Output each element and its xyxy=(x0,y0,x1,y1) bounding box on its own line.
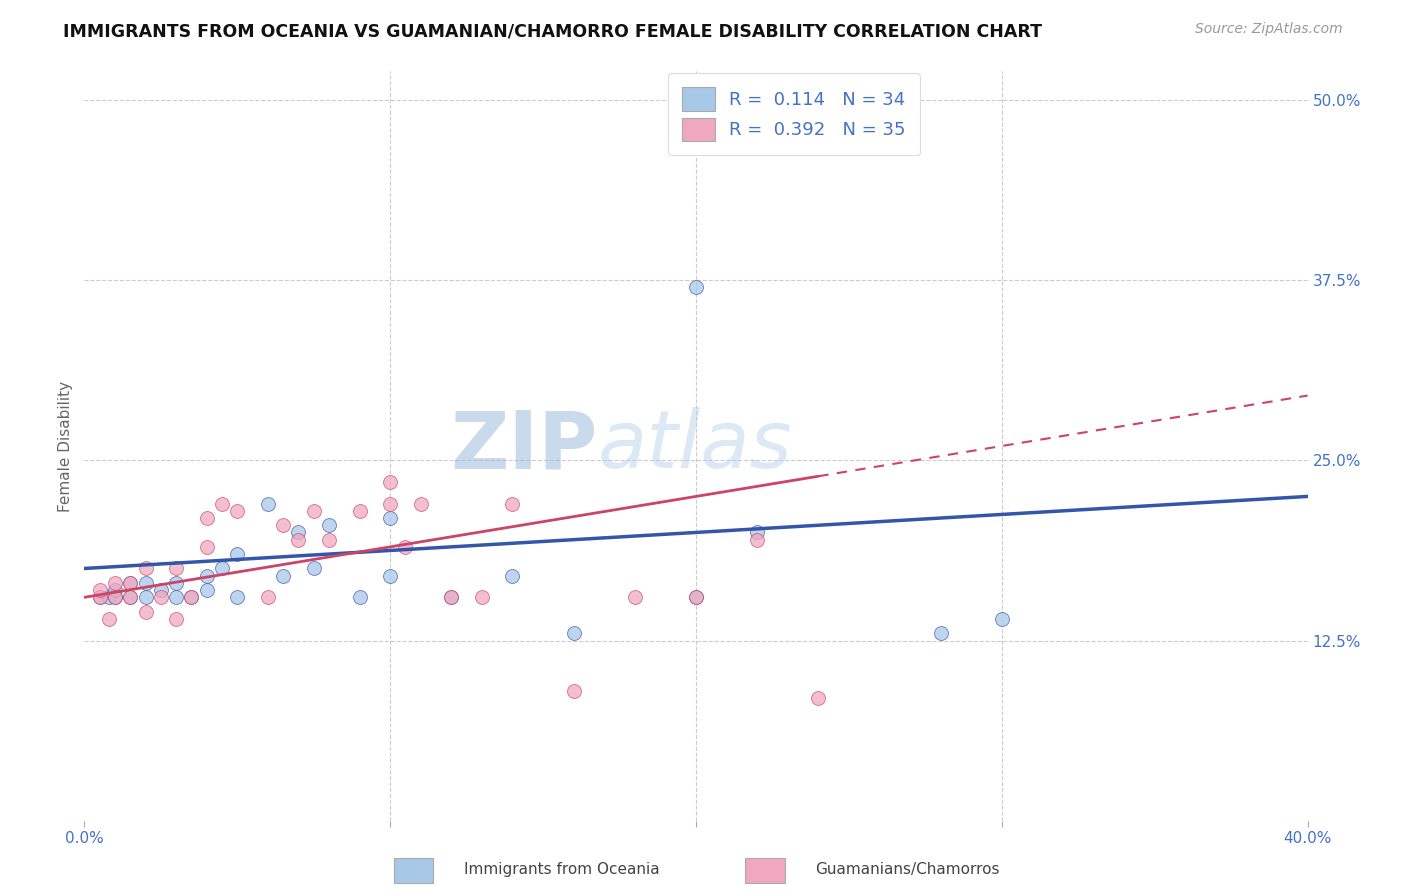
Text: IMMIGRANTS FROM OCEANIA VS GUAMANIAN/CHAMORRO FEMALE DISABILITY CORRELATION CHAR: IMMIGRANTS FROM OCEANIA VS GUAMANIAN/CHA… xyxy=(63,22,1042,40)
Point xyxy=(97,612,120,626)
Point xyxy=(89,591,111,605)
Point xyxy=(257,591,280,605)
Point xyxy=(165,591,187,605)
Point xyxy=(287,533,309,547)
Point xyxy=(226,547,249,561)
Point xyxy=(991,612,1014,626)
Text: Source: ZipAtlas.com: Source: ZipAtlas.com xyxy=(1195,22,1343,37)
Point xyxy=(211,561,233,575)
Point xyxy=(380,511,402,525)
Point xyxy=(120,591,142,605)
Point xyxy=(195,511,218,525)
Point xyxy=(349,504,371,518)
Point xyxy=(747,533,769,547)
Point xyxy=(257,497,280,511)
Point xyxy=(135,605,157,619)
Text: Immigrants from Oceania: Immigrants from Oceania xyxy=(464,863,659,877)
Point xyxy=(149,583,172,598)
Point xyxy=(135,561,157,575)
Text: Guamanians/Chamorros: Guamanians/Chamorros xyxy=(815,863,1000,877)
Point xyxy=(89,591,111,605)
Point xyxy=(120,575,142,590)
Point xyxy=(562,684,585,698)
Point xyxy=(471,591,494,605)
Point xyxy=(226,591,249,605)
Point xyxy=(440,591,463,605)
Point xyxy=(135,591,157,605)
Point xyxy=(149,591,172,605)
Point xyxy=(929,626,952,640)
Point xyxy=(747,525,769,540)
Point xyxy=(97,591,120,605)
Point xyxy=(89,583,111,598)
Point xyxy=(165,575,187,590)
Point xyxy=(380,475,402,489)
Point xyxy=(165,612,187,626)
Point xyxy=(380,568,402,582)
Point xyxy=(349,591,371,605)
Point xyxy=(318,518,340,533)
Point xyxy=(502,497,524,511)
Point xyxy=(104,583,127,598)
Point xyxy=(409,497,432,511)
Point xyxy=(180,591,202,605)
Y-axis label: Female Disability: Female Disability xyxy=(58,380,73,512)
Point xyxy=(685,280,707,294)
Point xyxy=(287,525,309,540)
Point xyxy=(685,136,707,151)
Point xyxy=(211,497,233,511)
Point xyxy=(195,583,218,598)
Point xyxy=(104,591,127,605)
Point xyxy=(562,626,585,640)
Text: atlas: atlas xyxy=(598,407,793,485)
Point xyxy=(807,691,830,706)
Point xyxy=(502,568,524,582)
Point xyxy=(195,568,218,582)
Point xyxy=(180,591,202,605)
Legend: R =  0.114   N = 34, R =  0.392   N = 35: R = 0.114 N = 34, R = 0.392 N = 35 xyxy=(668,73,920,155)
Text: ZIP: ZIP xyxy=(451,407,598,485)
Point xyxy=(104,591,127,605)
Point xyxy=(120,575,142,590)
Point xyxy=(271,518,294,533)
Point xyxy=(120,591,142,605)
Point xyxy=(104,575,127,590)
Point xyxy=(380,497,402,511)
Point xyxy=(135,575,157,590)
Point xyxy=(302,504,325,518)
Point xyxy=(685,591,707,605)
Point xyxy=(624,591,647,605)
Point xyxy=(226,504,249,518)
Point xyxy=(440,591,463,605)
Point xyxy=(195,540,218,554)
Point xyxy=(302,561,325,575)
Point xyxy=(685,591,707,605)
Point xyxy=(271,568,294,582)
Point xyxy=(165,561,187,575)
Point xyxy=(318,533,340,547)
Point xyxy=(394,540,416,554)
